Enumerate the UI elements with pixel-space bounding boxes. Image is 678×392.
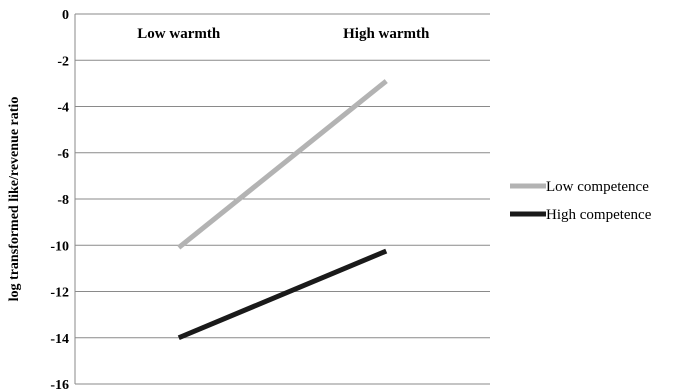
gridlines — [75, 13, 490, 385]
y-tick-label: -14 — [50, 332, 69, 347]
y-tick-label: 0 — [62, 8, 69, 23]
series-line — [177, 79, 388, 250]
category-label: Low warmth — [137, 26, 221, 42]
legend-label: High competence — [546, 207, 652, 223]
series-line — [177, 248, 388, 341]
legend: Low competence High competence — [510, 179, 652, 223]
y-tick-label: -16 — [50, 378, 69, 392]
series-lines — [177, 79, 388, 341]
y-tick-label: -4 — [57, 101, 69, 116]
y-tick-label: -6 — [57, 147, 69, 162]
category-label: High warmth — [343, 26, 430, 42]
category-labels: Low warmth High warmth — [137, 26, 430, 42]
y-axis-label: log transformed like/revenue ratio — [7, 97, 22, 302]
y-tick-label: -10 — [50, 239, 69, 254]
legend-label: Low competence — [546, 179, 649, 195]
y-tick-label: -2 — [57, 54, 69, 69]
y-tick-label: -12 — [50, 286, 69, 301]
y-tick-labels: 0 -2 -4 -6 -8 -10 -12 -14 -16 — [50, 8, 69, 392]
y-tick-label: -8 — [57, 193, 69, 208]
